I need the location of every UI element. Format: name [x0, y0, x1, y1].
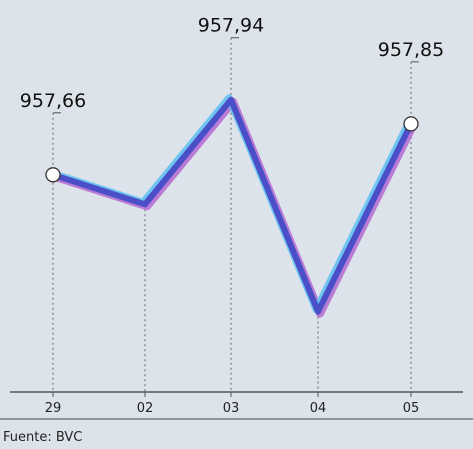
data-label-29: 957,66 [20, 90, 86, 112]
point-marker-05 [403, 116, 419, 132]
data-labels: 957,66 957,94 957,85 [20, 15, 444, 114]
x-tick-label-05: 05 [403, 401, 420, 416]
point-marker-29 [45, 167, 61, 183]
series-line-group [47, 94, 417, 318]
x-tick-label-04: 04 [310, 401, 327, 416]
markers [45, 116, 419, 183]
data-label-03: 957,94 [198, 15, 264, 37]
x-tick-labels: 29 02 03 04 05 [45, 392, 420, 416]
x-tick-label-03: 03 [223, 401, 240, 416]
x-tick-label-02: 02 [137, 401, 154, 416]
x-tick-label-29: 29 [45, 401, 62, 416]
source-note: Fuente: BVC [3, 430, 82, 445]
series-line [50, 96, 414, 315]
data-label-05: 957,85 [378, 39, 444, 61]
